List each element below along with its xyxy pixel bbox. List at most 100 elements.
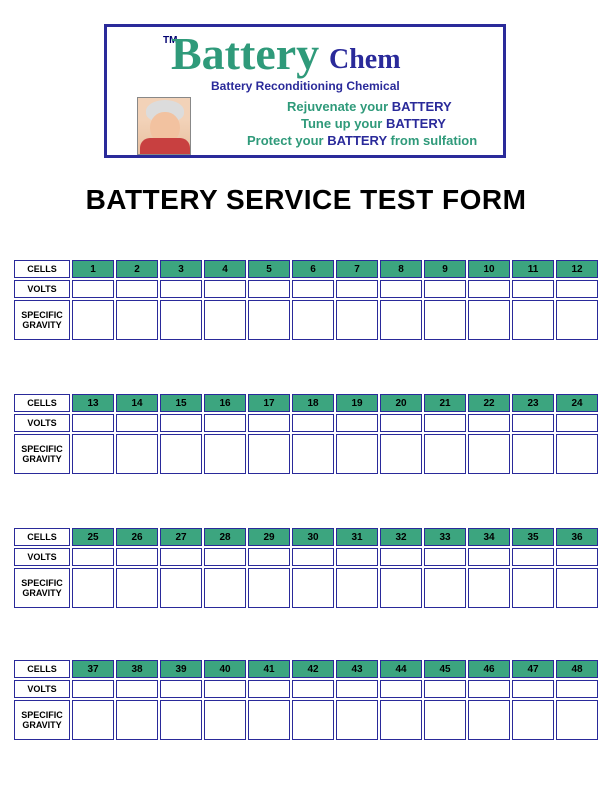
cell-header: 26: [116, 528, 158, 546]
cell-header: 38: [116, 660, 158, 678]
volts-cell: [204, 414, 246, 432]
cell-header: 3: [160, 260, 202, 278]
sg-cell: [424, 700, 466, 740]
sg-cell: [556, 568, 598, 608]
sg-cell: [72, 434, 114, 474]
volts-cell: [292, 680, 334, 698]
cell-header: 14: [116, 394, 158, 412]
volts-cell: [512, 280, 554, 298]
volts-cell: [160, 680, 202, 698]
sg-cell: [204, 568, 246, 608]
tagline-3c: from sulfation: [387, 133, 477, 148]
cell-header: 45: [424, 660, 466, 678]
sg-cell: [380, 568, 422, 608]
volts-cell: [336, 680, 378, 698]
row-label-sg: SPECIFICGRAVITY: [14, 568, 70, 608]
cell-header: 7: [336, 260, 378, 278]
tagline-2: Tune up your BATTERY: [301, 116, 446, 131]
volts-cell: [292, 280, 334, 298]
cell-header: 13: [72, 394, 114, 412]
cell-header: 29: [248, 528, 290, 546]
volts-cell: [72, 548, 114, 566]
volts-cell: [248, 548, 290, 566]
cell-header: 30: [292, 528, 334, 546]
sg-cell: [336, 300, 378, 340]
cell-header: 5: [248, 260, 290, 278]
sg-cell: [292, 700, 334, 740]
row-label-volts: VOLTS: [14, 280, 70, 298]
tagline-2a: Tune up your: [301, 116, 386, 131]
row-label-cells: CELLS: [14, 394, 70, 412]
test-table-2: CELLS131415161718192021222324VOLTSSPECIF…: [12, 392, 600, 476]
sg-cell: [424, 300, 466, 340]
volts-cell: [292, 414, 334, 432]
cell-header: 32: [380, 528, 422, 546]
volts-cell: [512, 548, 554, 566]
sg-cell: [468, 700, 510, 740]
sg-cell: [556, 300, 598, 340]
volts-cell: [72, 280, 114, 298]
volts-cell: [380, 548, 422, 566]
sg-cell: [292, 568, 334, 608]
volts-cell: [468, 414, 510, 432]
cell-header: 17: [248, 394, 290, 412]
volts-cell: [72, 680, 114, 698]
cell-header: 15: [160, 394, 202, 412]
volts-cell: [204, 548, 246, 566]
volts-cell: [204, 680, 246, 698]
sg-cell: [512, 300, 554, 340]
cell-header: 10: [468, 260, 510, 278]
tagline-1a: Rejuvenate your: [287, 99, 392, 114]
sg-cell: [292, 300, 334, 340]
cell-header: 39: [160, 660, 202, 678]
sg-cell: [116, 568, 158, 608]
cell-header: 22: [468, 394, 510, 412]
volts-cell: [336, 548, 378, 566]
volts-cell: [380, 414, 422, 432]
volts-cell: [336, 414, 378, 432]
volts-cell: [160, 414, 202, 432]
cell-header: 44: [380, 660, 422, 678]
tagline-2b: BATTERY: [386, 116, 446, 131]
cell-header: 12: [556, 260, 598, 278]
sg-cell: [116, 300, 158, 340]
page-title: BATTERY SERVICE TEST FORM: [0, 184, 612, 216]
volts-cell: [468, 680, 510, 698]
row-label-cells: CELLS: [14, 528, 70, 546]
tagline-1b: BATTERY: [392, 99, 452, 114]
person-photo: [137, 97, 191, 155]
sg-cell: [116, 700, 158, 740]
row-label-sg: SPECIFICGRAVITY: [14, 300, 70, 340]
sg-cell: [160, 434, 202, 474]
row-label-volts: VOLTS: [14, 680, 70, 698]
tagline-3b: BATTERY: [327, 133, 387, 148]
tagline-3a: Protect your: [247, 133, 327, 148]
cell-header: 9: [424, 260, 466, 278]
sg-cell: [512, 434, 554, 474]
brand-main: Battery: [171, 27, 319, 80]
sg-cell: [72, 300, 114, 340]
cell-header: 8: [380, 260, 422, 278]
row-label-cells: CELLS: [14, 260, 70, 278]
cell-header: 40: [204, 660, 246, 678]
volts-cell: [424, 548, 466, 566]
row-label-volts: VOLTS: [14, 414, 70, 432]
volts-cell: [468, 548, 510, 566]
cell-header: 31: [336, 528, 378, 546]
volts-cell: [160, 548, 202, 566]
volts-cell: [424, 414, 466, 432]
volts-cell: [468, 280, 510, 298]
sg-cell: [204, 434, 246, 474]
cell-header: 46: [468, 660, 510, 678]
cell-header: 4: [204, 260, 246, 278]
cell-header: 18: [292, 394, 334, 412]
sg-cell: [468, 300, 510, 340]
cell-header: 2: [116, 260, 158, 278]
volts-cell: [380, 680, 422, 698]
sg-cell: [248, 700, 290, 740]
volts-cell: [116, 414, 158, 432]
cell-header: 20: [380, 394, 422, 412]
sg-cell: [512, 700, 554, 740]
volts-cell: [556, 280, 598, 298]
volts-cell: [424, 680, 466, 698]
